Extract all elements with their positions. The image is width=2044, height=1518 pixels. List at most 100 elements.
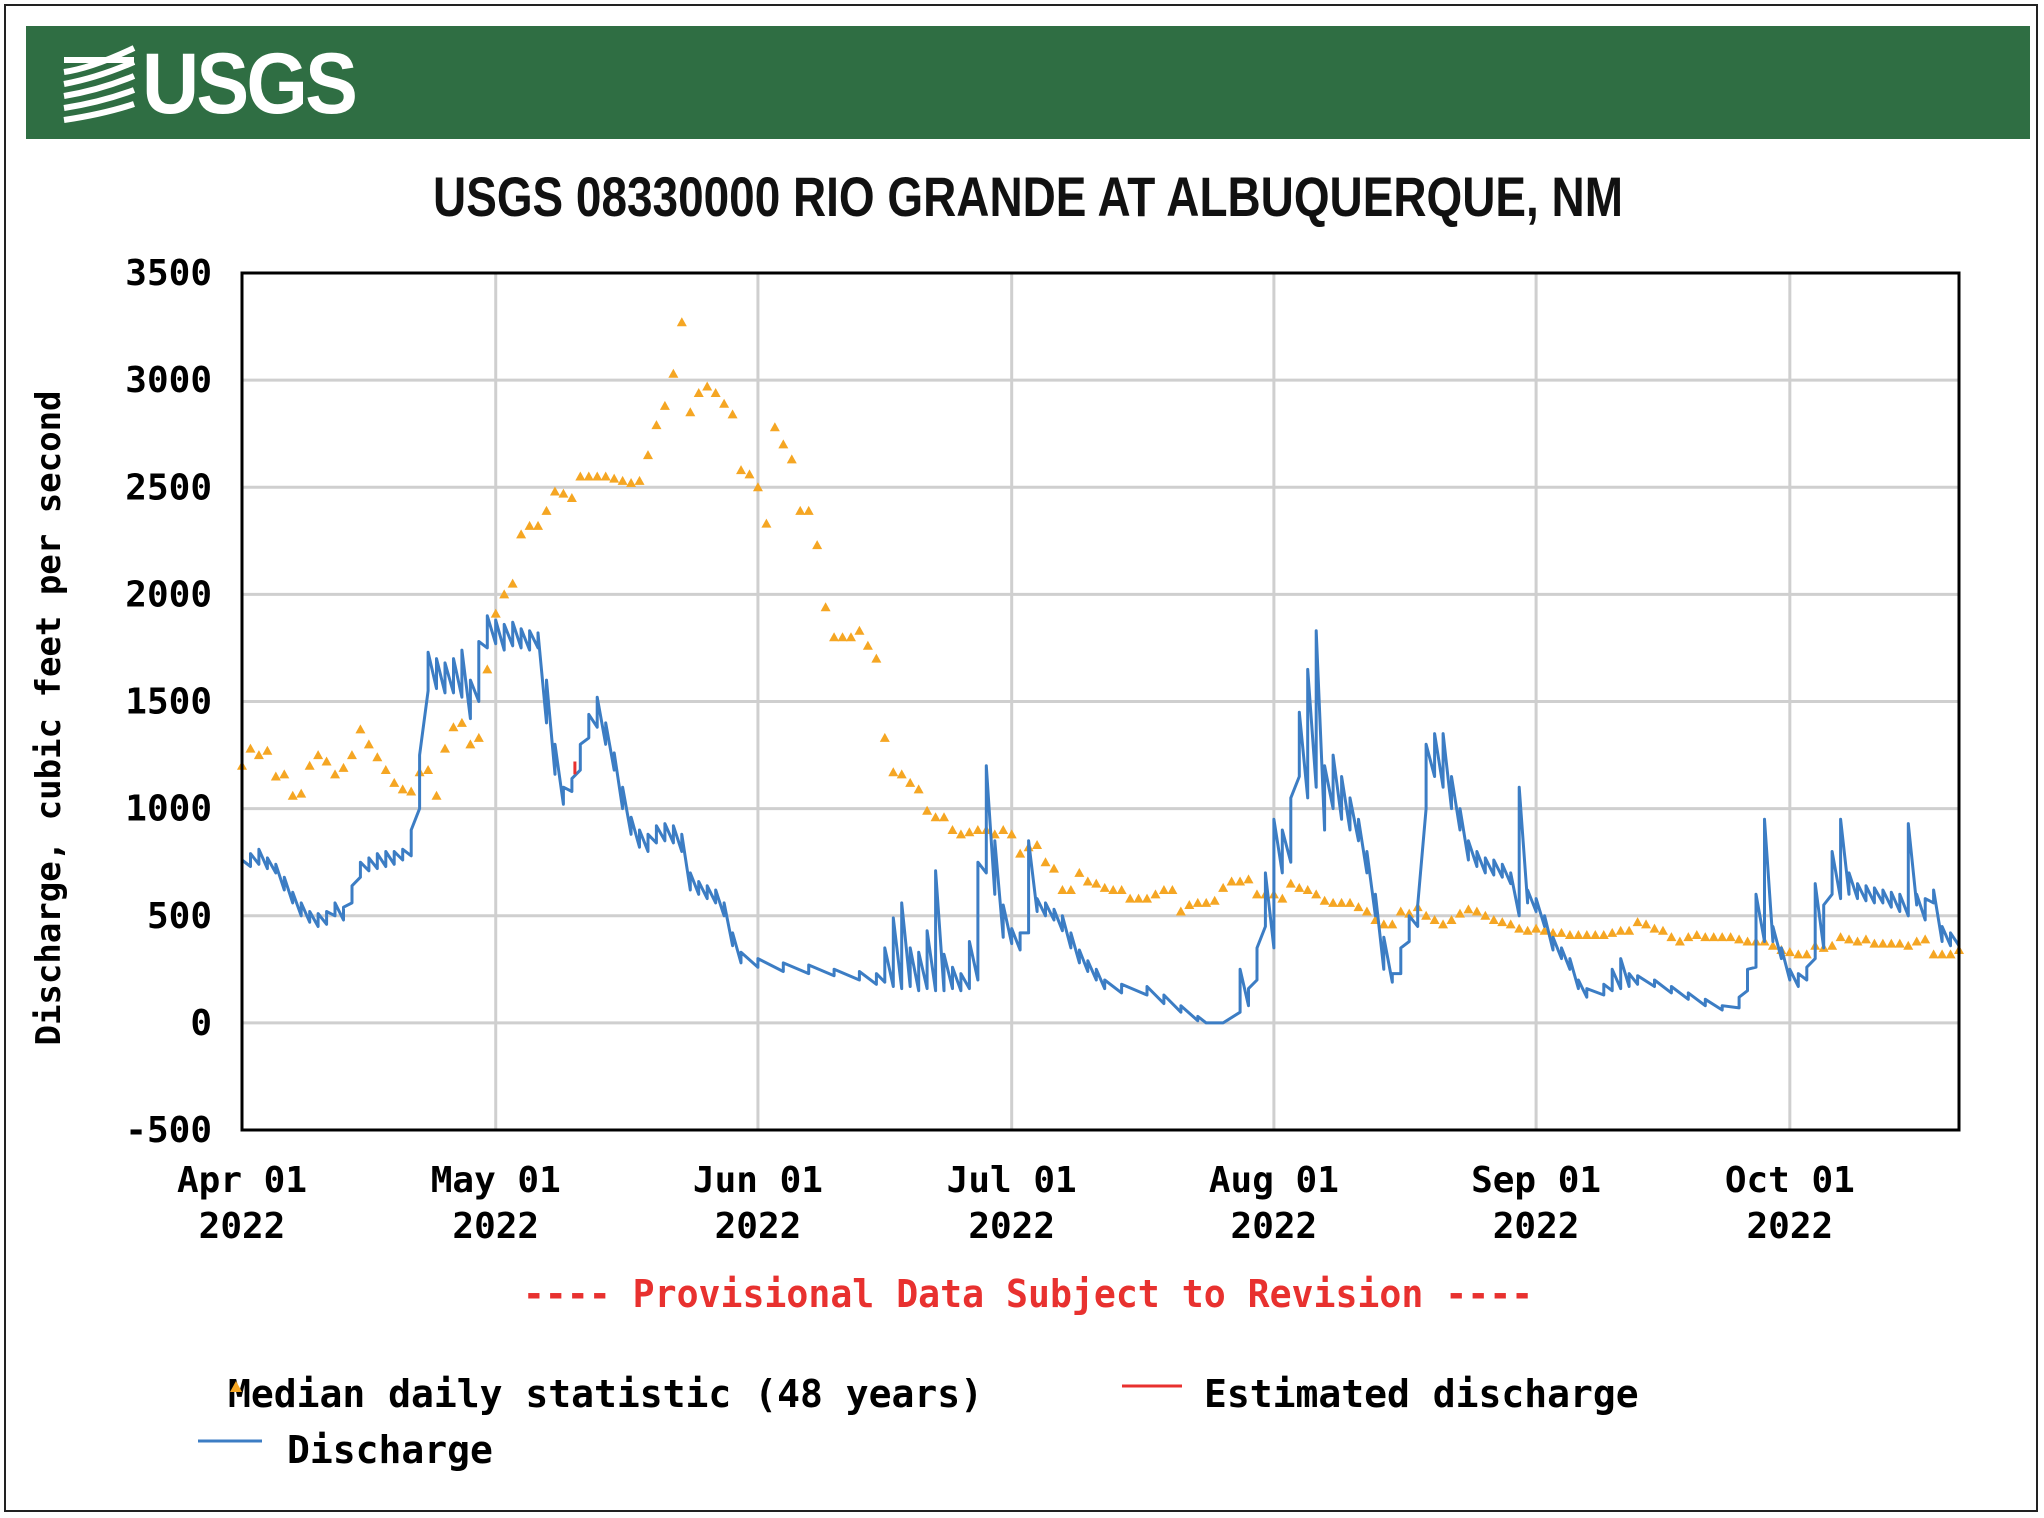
median-point <box>1006 829 1017 839</box>
median-point <box>1099 882 1110 892</box>
median-point <box>642 450 653 460</box>
chart-title: USGS 08330000 RIO GRANDE AT ALBUQUERQUE,… <box>433 165 1623 228</box>
median-point <box>1074 867 1085 877</box>
median-point <box>955 829 966 839</box>
median-point <box>1717 932 1728 942</box>
median-point <box>837 632 848 642</box>
median-point <box>1345 897 1356 907</box>
median-point <box>1920 934 1931 944</box>
median-point <box>397 784 408 794</box>
median-point <box>1438 919 1449 929</box>
legend-marks <box>198 1381 1182 1443</box>
median-point <box>1539 925 1550 935</box>
median-point <box>727 409 738 419</box>
median-point <box>862 640 873 650</box>
median-point <box>930 812 941 822</box>
median-point <box>431 790 442 800</box>
median-point <box>998 825 1009 835</box>
usgs-banner: USGS <box>26 26 2030 139</box>
median-point <box>693 387 704 397</box>
median-point <box>406 786 417 796</box>
median-point <box>1497 917 1508 927</box>
median-point <box>1691 930 1702 940</box>
median-point <box>845 632 856 642</box>
median-point <box>279 769 290 779</box>
median-point <box>871 653 882 663</box>
median-point <box>888 767 899 777</box>
median-point <box>1251 889 1262 899</box>
x-tick-label: Jun 01 <box>693 1160 823 1201</box>
median-point <box>1734 934 1745 944</box>
median-point <box>1378 919 1389 929</box>
median-point <box>1877 938 1888 948</box>
median-point <box>1607 927 1618 937</box>
median-point <box>1421 910 1432 920</box>
y-tick-labels: 3500 3000 2500 2000 1500 1000 500 0 -500 <box>125 253 212 1151</box>
median-point <box>524 520 535 530</box>
x-tick-year-label: 2022 <box>1746 1206 1833 1247</box>
median-point <box>583 471 594 481</box>
median-point <box>803 505 814 515</box>
median-point <box>1556 927 1567 937</box>
legend-median: Median daily statistic (48 years) <box>228 1372 983 1416</box>
median-point <box>626 477 637 487</box>
median-point <box>786 454 797 464</box>
x-tick-year-label: 2022 <box>715 1206 802 1247</box>
chart-frame: USGS USGS 08330000 RIO GRANDE AT ALBUQUE… <box>4 4 2038 1512</box>
median-point <box>812 540 823 550</box>
median-point <box>516 529 527 539</box>
median-point <box>1488 915 1499 925</box>
median-point <box>287 790 298 800</box>
median-point <box>1624 925 1635 935</box>
median-point <box>1404 908 1415 918</box>
y-tick-label: 2000 <box>125 574 212 615</box>
median-point <box>1133 893 1144 903</box>
median-point <box>575 471 586 481</box>
median-point <box>769 422 780 432</box>
median-point <box>1142 893 1153 903</box>
median-point <box>592 471 603 481</box>
median-point <box>896 769 907 779</box>
median-series <box>237 317 1964 959</box>
median-point <box>1226 876 1237 886</box>
legend-estimated: Estimated discharge <box>1204 1372 1639 1416</box>
median-point <box>313 750 324 760</box>
median-point <box>1590 930 1601 940</box>
discharge-line <box>240 614 1961 1025</box>
median-point <box>947 825 958 835</box>
x-tick-year-label: 2022 <box>452 1206 539 1247</box>
median-point <box>854 625 865 635</box>
median-point <box>1860 934 1871 944</box>
median-point <box>482 664 493 674</box>
median-point <box>1666 932 1677 942</box>
y-tick-label: 0 <box>190 1003 212 1044</box>
median-point <box>659 400 670 410</box>
median-point <box>1285 878 1296 888</box>
median-point <box>676 317 687 327</box>
median-point <box>1598 930 1609 940</box>
median-point <box>456 717 467 727</box>
median-point <box>1784 947 1795 957</box>
legend-median-label: Median daily statistic (48 years) <box>228 1372 983 1416</box>
legend-discharge: Discharge <box>287 1428 493 1472</box>
median-point <box>1108 885 1119 895</box>
median-point <box>439 743 450 753</box>
median-point <box>465 739 476 749</box>
median-point <box>1945 949 1956 959</box>
median-point <box>372 752 383 762</box>
median-point <box>473 732 484 742</box>
discharge-series <box>240 614 1961 1025</box>
median-point <box>270 771 281 781</box>
median-point <box>1514 923 1525 933</box>
y-axis-label: Discharge, cubic feet per second <box>29 390 69 1045</box>
legend-discharge-label: Discharge <box>287 1428 493 1472</box>
median-point <box>1032 840 1043 850</box>
median-point <box>423 765 434 775</box>
median-point <box>1903 940 1914 950</box>
median-point <box>1641 919 1652 929</box>
median-point <box>1657 925 1668 935</box>
median-point <box>1040 857 1051 867</box>
median-point <box>1573 930 1584 940</box>
median-point <box>702 381 713 391</box>
median-point <box>905 777 916 787</box>
